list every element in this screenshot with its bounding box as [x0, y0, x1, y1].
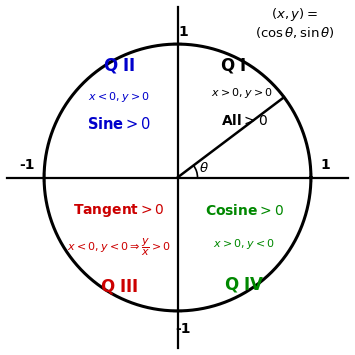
Text: $\mathbf{Q\ I}$: $\mathbf{Q\ I}$ [220, 56, 247, 75]
Text: $\mathbf{Q\ II}$: $\mathbf{Q\ II}$ [103, 56, 135, 75]
Text: $\theta$: $\theta$ [199, 161, 209, 175]
Text: $\mathbf{Cosine}>0$: $\mathbf{Cosine}>0$ [205, 203, 284, 218]
Text: $\mathbf{All}>0$: $\mathbf{All}>0$ [221, 113, 268, 128]
Text: $(x,y) =$: $(x,y) =$ [271, 6, 318, 23]
Text: 1: 1 [178, 25, 188, 39]
Text: $\mathbf{Tangent}>0$: $\mathbf{Tangent}>0$ [73, 202, 164, 219]
Text: 1: 1 [320, 158, 330, 172]
Text: $\mathbf{Q\ III}$: $\mathbf{Q\ III}$ [99, 277, 138, 296]
Text: -1: -1 [19, 158, 35, 172]
Text: $x<0,y<0\Rightarrow\dfrac{y}{x}>0$: $x<0,y<0\Rightarrow\dfrac{y}{x}>0$ [67, 236, 171, 258]
Text: $x>0,y<0$: $x>0,y<0$ [213, 237, 275, 251]
Text: $x>0, y>0$: $x>0, y>0$ [211, 87, 273, 100]
Text: $\mathbf{Sine}>0$: $\mathbf{Sine}>0$ [87, 116, 151, 132]
Text: $\mathbf{Q\ IV}$: $\mathbf{Q\ IV}$ [224, 275, 264, 294]
Text: -1: -1 [175, 322, 191, 335]
Text: $x<0, y>0$: $x<0, y>0$ [88, 91, 150, 104]
Text: $(\cos\theta,\sin\theta)$: $(\cos\theta,\sin\theta)$ [255, 24, 335, 39]
